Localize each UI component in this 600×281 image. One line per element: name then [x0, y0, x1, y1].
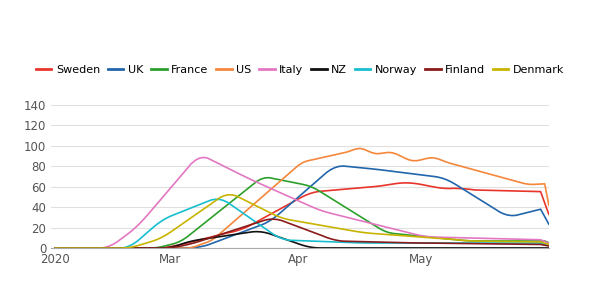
- Legend: Sweden, UK, France, US, Italy, NZ, Norway, Finland, Denmark: Sweden, UK, France, US, Italy, NZ, Norwa…: [31, 61, 569, 80]
